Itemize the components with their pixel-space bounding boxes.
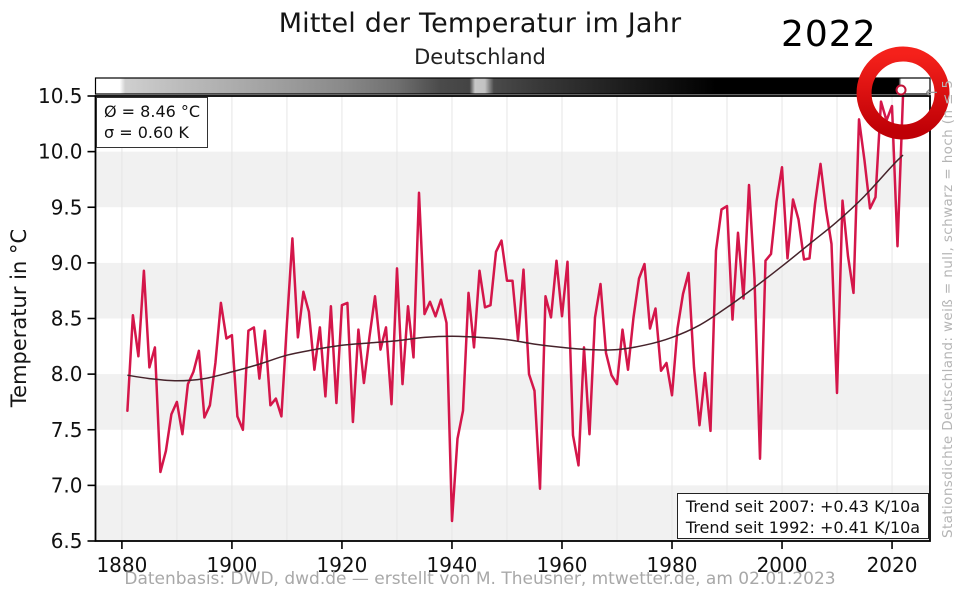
svg-text:1920: 1920 [316,553,367,577]
svg-text:6.5: 6.5 [51,529,83,553]
svg-text:7.0: 7.0 [51,473,83,497]
svg-text:1900: 1900 [206,553,257,577]
svg-text:10.5: 10.5 [38,84,83,108]
svg-text:7.5: 7.5 [51,418,83,442]
station-density-side-label: Stationsdichte Deutschland: weiß = null,… [940,79,956,538]
trend-box: Trend seit 2007: +0.43 K/10a Trend seit … [677,493,929,539]
highlight-year-label: 2022 [781,14,877,55]
trend-since-1992: Trend seit 1992: +0.41 K/10a [685,518,921,537]
svg-text:9.0: 9.0 [51,251,83,275]
svg-text:1880: 1880 [96,553,147,577]
decade-gridlines [121,96,893,541]
axis-ticks: 1880 1900 1920 1940 1960 1980 2000 2020 6.5 7.0 7.… [38,84,918,577]
svg-text:8.0: 8.0 [51,362,83,386]
smoothed-trend-line [127,154,904,382]
svg-text:9.5: 9.5 [51,195,83,219]
data-source-caption: Datenbasis: DWD, dwd.de — erstellt von M… [124,569,836,589]
svg-text:1980: 1980 [647,553,698,577]
left-arrow-icon: ← [925,83,938,101]
mean-value: Ø = 8.46 °C [104,102,201,121]
annual-temperature-line [126,94,905,523]
svg-text:1940: 1940 [427,553,478,577]
svg-text:10.0: 10.0 [38,140,83,164]
svg-text:8.5: 8.5 [51,307,83,331]
sigma-value: σ = 0.60 K [104,123,189,142]
page-subtitle: Deutschland [414,45,546,69]
y-axis-label: Temperatur in °C [7,229,31,408]
svg-text:2020: 2020 [867,553,918,577]
svg-text:2000: 2000 [757,553,808,577]
trend-since-2007: Trend seit 2007: +0.43 K/10a [685,497,921,516]
highlight-ring [856,46,950,140]
background-bands [95,151,930,541]
latest-point-marker [895,84,907,96]
stats-box: Ø = 8.46 °C σ = 0.60 K [96,97,209,148]
page-title: Mittel der Temperatur im Jahr [278,8,682,39]
station-density-bar [94,77,931,95]
svg-text:1960: 1960 [537,553,588,577]
